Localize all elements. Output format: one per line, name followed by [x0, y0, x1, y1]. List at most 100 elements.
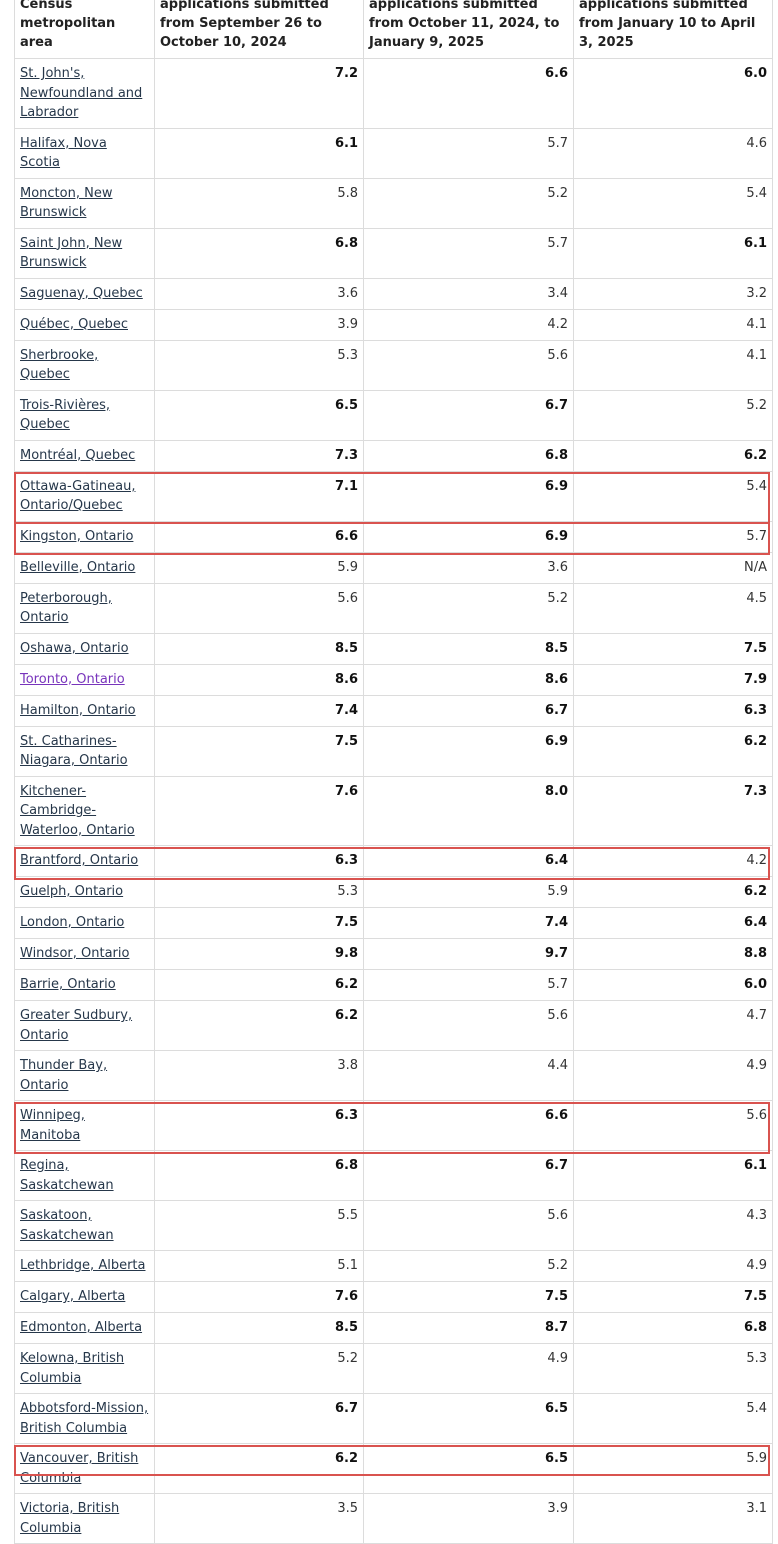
area-cell: Abbotsford-Mission, British Columbia — [14, 1393, 155, 1444]
area-link[interactable]: Sherbrooke, Quebec — [20, 347, 99, 383]
rate-cell-period-3: 7.5 — [573, 1281, 773, 1313]
rate-cell-period-1: 6.8 — [154, 1150, 364, 1201]
table-row: Québec, Quebec 3.9 4.2 4.1 — [14, 308, 773, 341]
area-cell: Greater Sudbury, Ontario — [14, 1000, 155, 1051]
rate-cell-period-2: 6.9 — [363, 520, 574, 553]
rate-cell-period-2: 3.6 — [363, 551, 574, 584]
table-row: Oshawa, Ontario 8.5 8.5 7.5 — [14, 632, 773, 665]
area-link[interactable]: Saguenay, Quebec — [20, 285, 143, 301]
area-cell: Saint John, New Brunswick — [14, 227, 155, 279]
area-link[interactable]: Vancouver, British Columbia — [20, 1451, 139, 1486]
area-link[interactable]: Thunder Bay, Ontario — [20, 1058, 108, 1093]
table-row: Vancouver, British Columbia 6.2 6.5 5.9 — [14, 1443, 773, 1494]
area-link[interactable]: Moncton, New Brunswick — [20, 185, 113, 221]
rate-cell-period-2: 5.6 — [363, 1200, 574, 1251]
rate-cell-period-2: 4.9 — [363, 1343, 574, 1394]
rate-cell-period-3: 6.8 — [573, 1312, 773, 1344]
rate-cell-period-2: 6.7 — [363, 694, 574, 727]
rate-cell-period-3: 4.1 — [573, 308, 773, 341]
area-link[interactable]: Hamilton, Ontario — [20, 702, 136, 718]
table-row: Peterborough, Ontario 5.6 5.2 4.5 — [14, 582, 773, 634]
area-link[interactable]: Regina, Saskatchewan — [20, 1158, 114, 1193]
rate-cell-period-3: 4.3 — [573, 1200, 773, 1251]
area-cell: Hamilton, Ontario — [14, 694, 155, 727]
area-link[interactable]: Toronto, Ontario — [20, 671, 125, 687]
area-link[interactable]: Abbotsford-Mission, British Columbia — [20, 1401, 149, 1436]
rate-cell-period-2: 8.7 — [363, 1312, 574, 1344]
rate-cell-period-2: 5.6 — [363, 1000, 574, 1051]
rate-cell-period-1: 6.2 — [154, 969, 364, 1001]
rate-cell-period-2: 8.5 — [363, 632, 574, 665]
area-link[interactable]: Saskatoon, Saskatchewan — [20, 1208, 114, 1243]
rate-cell-period-3: 4.9 — [573, 1050, 773, 1101]
table-row: Trois-Rivières, Quebec 6.5 6.7 5.2 — [14, 389, 773, 441]
rate-cell-period-1: 7.1 — [154, 470, 364, 522]
table-row: Montréal, Quebec 7.3 6.8 6.2 — [14, 439, 773, 472]
header-row: Census metropolitan area applications su… — [14, 0, 773, 59]
rate-cell-period-3: 5.4 — [573, 1393, 773, 1444]
table-row: Sherbrooke, Quebec 5.3 5.6 4.1 — [14, 339, 773, 391]
table-row: Edmonton, Alberta 8.5 8.7 6.8 — [14, 1312, 773, 1344]
area-link[interactable]: Saint John, New Brunswick — [20, 235, 123, 271]
table-row: Guelph, Ontario 5.3 5.9 6.2 — [14, 876, 773, 908]
area-link[interactable]: Québec, Quebec — [20, 316, 128, 332]
rate-cell-period-2: 6.7 — [363, 389, 574, 441]
rate-cell-period-2: 9.7 — [363, 938, 574, 970]
area-link[interactable]: Oshawa, Ontario — [20, 640, 129, 656]
area-link[interactable]: Victoria, British Columbia — [20, 1501, 120, 1536]
rate-cell-period-3: 7.3 — [573, 775, 773, 846]
area-cell: Belleville, Ontario — [14, 551, 155, 584]
area-link[interactable]: Windsor, Ontario — [20, 946, 130, 961]
rate-cell-period-1: 6.6 — [154, 520, 364, 553]
area-link[interactable]: Greater Sudbury, Ontario — [20, 1008, 133, 1043]
rate-cell-period-3: 7.9 — [573, 663, 773, 696]
table-row: Kitchener-Cambridge-Waterloo, Ontario 7.6… — [14, 775, 773, 846]
area-link[interactable]: Brantford, Ontario — [20, 853, 139, 868]
area-link[interactable]: Kitchener-Cambridge-Waterloo, Ontario — [20, 783, 135, 838]
area-link[interactable]: Edmonton, Alberta — [20, 1320, 143, 1335]
table-row: Calgary, Alberta 7.6 7.5 7.5 — [14, 1281, 773, 1313]
rate-cell-period-2: 4.2 — [363, 308, 574, 341]
rate-cell-period-2: 6.5 — [363, 1393, 574, 1444]
area-link[interactable]: St. Catharines-Niagara, Ontario — [20, 733, 128, 769]
area-link[interactable]: Ottawa-Gatineau, Ontario/Quebec — [20, 478, 136, 514]
rate-cell-period-3: 4.9 — [573, 1250, 773, 1282]
area-cell: St. Catharines-Niagara, Ontario — [14, 725, 155, 777]
rate-cell-period-1: 3.9 — [154, 308, 364, 341]
rate-cell-period-2: 8.0 — [363, 775, 574, 846]
area-link[interactable]: Lethbridge, Alberta — [20, 1258, 146, 1273]
area-cell: Kitchener-Cambridge-Waterloo, Ontario — [14, 775, 155, 846]
rate-cell-period-2: 3.9 — [363, 1493, 574, 1544]
area-link[interactable]: Guelph, Ontario — [20, 884, 124, 899]
rate-cell-period-1: 6.1 — [154, 127, 364, 179]
area-link[interactable]: Barrie, Ontario — [20, 977, 116, 992]
area-cell: Winnipeg, Manitoba — [14, 1100, 155, 1151]
area-link[interactable]: Montréal, Quebec — [20, 447, 136, 463]
rate-cell-period-3: 5.4 — [573, 470, 773, 522]
area-link[interactable]: Kingston, Ontario — [20, 528, 134, 544]
area-cell: Edmonton, Alberta — [14, 1312, 155, 1344]
rate-cell-period-3: 5.4 — [573, 177, 773, 229]
area-link[interactable]: St. John's, Newfoundland and Labrador — [20, 66, 143, 120]
header-period-2: applications submitted from October 11, … — [363, 0, 574, 59]
rate-cell-period-1: 6.3 — [154, 845, 364, 877]
area-link[interactable]: Kelowna, British Columbia — [20, 1351, 125, 1386]
rate-cell-period-3: 3.1 — [573, 1493, 773, 1544]
area-link[interactable]: Belleville, Ontario — [20, 559, 136, 575]
rate-cell-period-3: 5.7 — [573, 520, 773, 553]
rate-cell-period-2: 6.9 — [363, 470, 574, 522]
rate-cell-period-2: 5.9 — [363, 876, 574, 908]
rate-cell-period-1: 7.6 — [154, 1281, 364, 1313]
area-link[interactable]: London, Ontario — [20, 915, 125, 930]
area-cell: London, Ontario — [14, 907, 155, 939]
table-row: Victoria, British Columbia 3.5 3.9 3.1 — [14, 1493, 773, 1544]
table-header: Census metropolitan area applications su… — [14, 0, 773, 59]
area-link[interactable]: Halifax, Nova Scotia — [20, 135, 107, 171]
area-cell: Vancouver, British Columbia — [14, 1443, 155, 1494]
area-link[interactable]: Winnipeg, Manitoba — [20, 1108, 85, 1143]
area-link[interactable]: Peterborough, Ontario — [20, 590, 112, 626]
rate-cell-period-1: 9.8 — [154, 938, 364, 970]
rate-cell-period-1: 5.3 — [154, 876, 364, 908]
area-link[interactable]: Calgary, Alberta — [20, 1289, 126, 1304]
area-link[interactable]: Trois-Rivières, Quebec — [20, 397, 111, 433]
